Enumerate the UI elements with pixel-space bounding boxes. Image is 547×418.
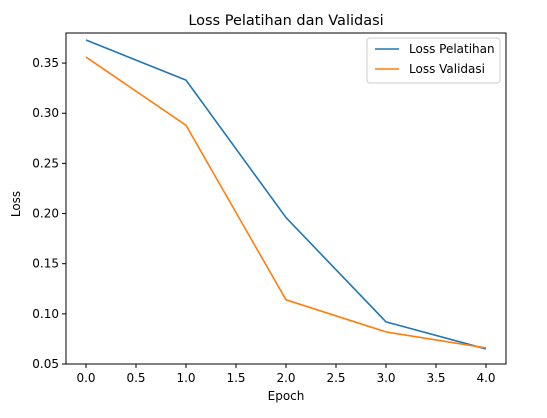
x-tick-label: 0.0 xyxy=(76,371,95,385)
x-tick-label: 3.0 xyxy=(376,371,395,385)
legend: Loss Pelatihan Loss Validasi xyxy=(366,37,501,84)
x-tick-label: 0.5 xyxy=(126,371,145,385)
y-tick-label: 0.35 xyxy=(32,56,59,70)
legend-box xyxy=(366,37,501,84)
y-tick-label: 0.05 xyxy=(32,357,59,371)
y-tick-label: 0.25 xyxy=(32,156,59,170)
legend-label: Loss Validasi xyxy=(409,62,485,76)
y-tick-label: 0.30 xyxy=(32,106,59,120)
legend-label: Loss Pelatihan xyxy=(409,42,495,56)
x-tick-label: 1.5 xyxy=(226,371,245,385)
plot-area xyxy=(85,39,487,350)
x-tick-label: 1.0 xyxy=(176,371,195,385)
x-tick-label: 2.5 xyxy=(326,371,345,385)
x-axis-label: Epoch xyxy=(268,389,305,403)
x-tick-label: 3.5 xyxy=(426,371,445,385)
y-tick-label: 0.20 xyxy=(32,207,59,221)
chart-title: Loss Pelatihan dan Validasi xyxy=(188,13,383,29)
x-tick-label: 4.0 xyxy=(476,371,495,385)
x-tick-label: 2.0 xyxy=(276,371,295,385)
y-tick-label: 0.15 xyxy=(32,257,59,271)
y-axis-label: Loss xyxy=(9,191,23,217)
x-axis: 0.0 0.5 1.0 1.5 2.0 2.5 3.0 3.5 4.0 xyxy=(76,364,496,385)
y-tick-label: 0.10 xyxy=(32,307,59,321)
y-axis: 0.05 0.10 0.15 0.20 0.25 0.30 0.35 xyxy=(32,56,66,371)
